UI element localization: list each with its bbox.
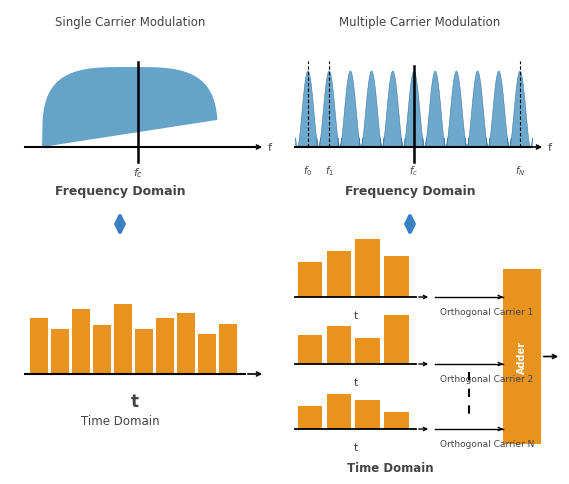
- Text: Time Domain: Time Domain: [81, 414, 159, 427]
- Text: $f_N$: $f_N$: [515, 164, 525, 178]
- Polygon shape: [359, 72, 384, 148]
- Text: Orthogonal Carrier 1: Orthogonal Carrier 1: [440, 307, 533, 317]
- Text: $f_0$: $f_0$: [303, 164, 312, 178]
- Bar: [384, 257, 409, 297]
- Text: $f_c$: $f_c$: [133, 166, 143, 180]
- Text: f: f: [268, 143, 272, 152]
- Bar: [156, 318, 174, 374]
- Bar: [327, 251, 351, 297]
- Text: t: t: [353, 377, 358, 387]
- Text: Time Domain: Time Domain: [347, 461, 434, 474]
- Text: f: f: [548, 143, 552, 152]
- Text: Frequency Domain: Frequency Domain: [55, 184, 185, 197]
- Polygon shape: [338, 72, 362, 148]
- Text: t: t: [353, 310, 358, 320]
- Text: $f_1$: $f_1$: [325, 164, 334, 178]
- Text: t: t: [353, 442, 358, 452]
- Bar: [384, 412, 409, 429]
- Polygon shape: [423, 72, 447, 148]
- Bar: [356, 240, 380, 297]
- Polygon shape: [444, 72, 469, 148]
- Bar: [356, 400, 380, 429]
- Polygon shape: [317, 72, 341, 148]
- Bar: [135, 329, 153, 374]
- Bar: [30, 318, 48, 374]
- Bar: [51, 329, 69, 374]
- Polygon shape: [508, 72, 532, 148]
- Bar: [384, 315, 409, 364]
- Bar: [198, 335, 216, 374]
- Text: Multiple Carrier Modulation: Multiple Carrier Modulation: [339, 16, 501, 29]
- Text: Orthogonal Carrier 2: Orthogonal Carrier 2: [440, 374, 533, 383]
- Bar: [219, 324, 237, 374]
- Text: Frequency Domain: Frequency Domain: [345, 184, 475, 197]
- Bar: [356, 338, 380, 364]
- Text: Adder: Adder: [517, 340, 527, 373]
- Polygon shape: [465, 72, 490, 148]
- Bar: [298, 263, 323, 297]
- Polygon shape: [381, 72, 405, 148]
- Bar: [298, 406, 323, 429]
- Text: Orthogonal Carrier N: Orthogonal Carrier N: [440, 439, 534, 448]
- Polygon shape: [486, 72, 511, 148]
- Bar: [177, 313, 195, 374]
- Bar: [503, 270, 541, 444]
- Bar: [114, 304, 132, 374]
- Text: t: t: [131, 392, 139, 410]
- Text: Single Carrier Modulation: Single Carrier Modulation: [55, 16, 205, 29]
- Polygon shape: [402, 72, 426, 148]
- Bar: [93, 325, 111, 374]
- Bar: [327, 394, 351, 429]
- Bar: [72, 310, 90, 374]
- Bar: [327, 327, 351, 364]
- Text: $f_c$: $f_c$: [410, 164, 419, 178]
- Bar: [298, 335, 323, 364]
- Polygon shape: [296, 72, 320, 148]
